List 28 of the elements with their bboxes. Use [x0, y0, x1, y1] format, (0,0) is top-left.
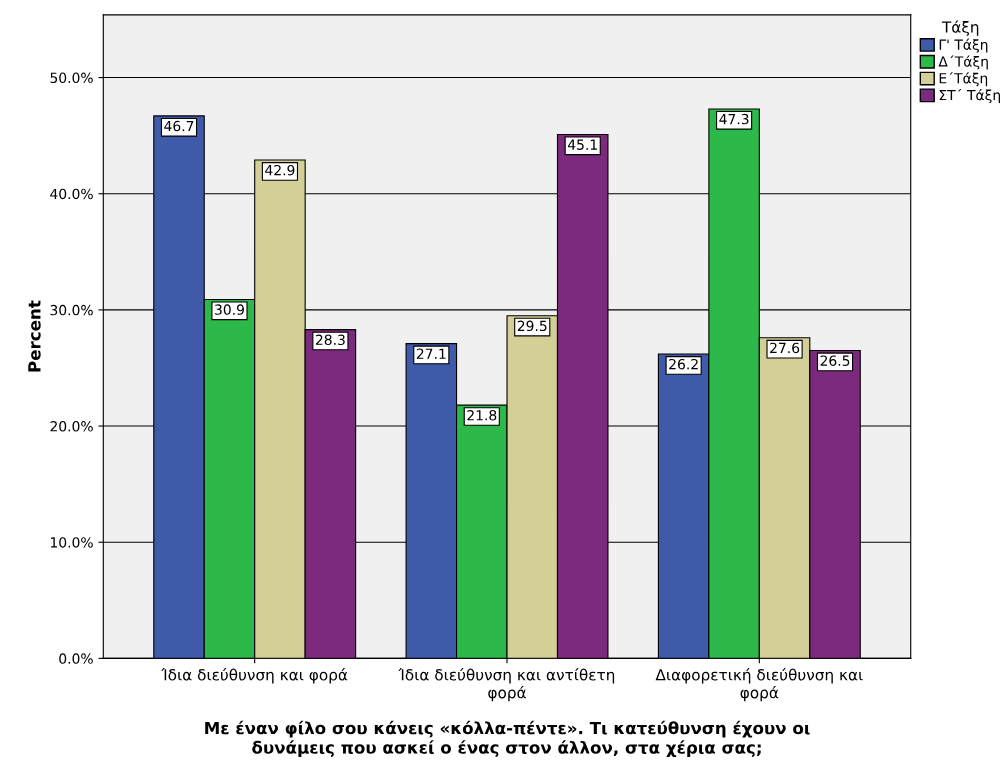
y-tick-label: 10.0%: [50, 537, 93, 548]
y-tick-label: 30.0%: [50, 304, 93, 316]
legend-label: Ε΄Τάξη: [939, 72, 988, 87]
data-label: 27.1: [416, 348, 446, 359]
y-tick-label: 50.0%: [50, 72, 93, 84]
legend-label: ΣΤ΄ Τάξη: [939, 89, 1000, 104]
data-label: 47.3: [719, 113, 749, 125]
data-label: 42.9: [265, 164, 295, 176]
data-label: 30.9: [215, 304, 244, 315]
x-tick-label: Ίδια διεύθυνση και αντίθετη φορά: [398, 668, 615, 702]
legend-label: Δ΄Τάξη: [938, 55, 988, 70]
data-label: 28.3: [315, 334, 345, 346]
data-label: 26.5: [820, 355, 850, 366]
legend-title: Τάξη: [941, 20, 979, 36]
x-axis-title: Με έναν φίλο σου κάνεις «κόλλα-πέντε». Τι κατεύθυνση έχουν οι δυνάμεις που ασκεί ο ένας στον άλλον, στα χέρια σας;: [205, 720, 810, 758]
legend-label: Γ' Τάξη: [939, 38, 988, 53]
y-tick-label: 40.0%: [50, 188, 93, 200]
y-tick-label: 20.0%: [50, 421, 93, 432]
data-label: 26.2: [669, 358, 698, 370]
x-tick-label: Ίδια διεύθυνση και φορά: [161, 668, 348, 684]
data-label: 29.5: [517, 320, 547, 332]
data-label: 21.8: [467, 410, 497, 421]
x-tick-label: Διαφορετική διεύθυνση και φορά: [655, 668, 863, 702]
y-tick-label: 0.0%: [59, 653, 93, 664]
data-label: 46.7: [164, 120, 194, 132]
data-label: 45.1: [567, 139, 597, 150]
y-axis-title: Percent: [28, 300, 41, 372]
data-label: 27.6: [770, 342, 800, 354]
